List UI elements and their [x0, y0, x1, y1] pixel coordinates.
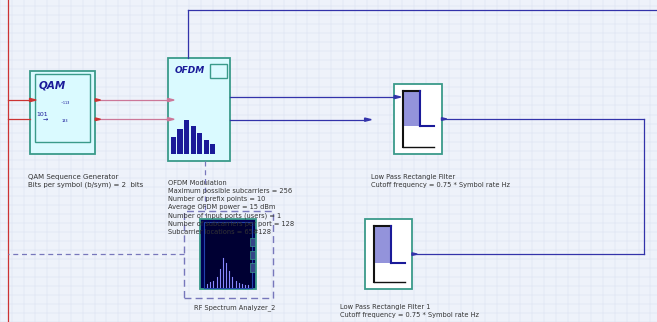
Bar	[250, 251, 255, 259]
Bar	[35, 74, 90, 142]
Bar	[177, 129, 183, 154]
Text: OFDM: OFDM	[174, 66, 204, 75]
Polygon shape	[168, 99, 174, 102]
Polygon shape	[168, 118, 174, 121]
Text: →: →	[43, 117, 48, 122]
Bar	[250, 263, 255, 272]
Polygon shape	[394, 95, 401, 99]
Bar	[200, 219, 256, 289]
Bar	[394, 84, 442, 154]
Bar	[210, 144, 215, 154]
Text: QAM Sequence Generator
Bits per symbol (b/sym) = 2  bits: QAM Sequence Generator Bits per symbol (…	[28, 174, 143, 188]
Bar	[204, 140, 209, 154]
Bar	[197, 133, 202, 154]
Bar	[210, 64, 227, 79]
Text: ¹³³: ¹³³	[61, 120, 68, 125]
Text: QAM: QAM	[39, 81, 66, 91]
Polygon shape	[412, 253, 417, 255]
Bar	[168, 58, 230, 161]
Text: Low Pass Rectangle Filter 1
Cutoff frequency = 0.75 * Symbol rate Hz: Low Pass Rectangle Filter 1 Cutoff frequ…	[340, 304, 480, 318]
Bar	[250, 238, 255, 246]
Bar	[171, 137, 176, 154]
Bar	[184, 120, 189, 154]
Text: OFDM Modulation
Maximum possible subcarriers = 256
Number of prefix points = 10
: OFDM Modulation Maximum possible subcarr…	[168, 180, 294, 235]
Bar	[191, 126, 196, 154]
Bar	[403, 91, 420, 126]
Polygon shape	[365, 118, 371, 121]
Bar	[204, 222, 252, 288]
Polygon shape	[95, 99, 101, 101]
Polygon shape	[95, 118, 101, 120]
Bar	[30, 71, 95, 154]
Text: 101: 101	[36, 112, 48, 117]
Bar	[365, 219, 412, 289]
Bar	[184, 211, 273, 298]
Bar	[374, 226, 392, 262]
Text: ⁻¹¹³: ⁻¹¹³	[61, 102, 70, 107]
Text: Low Pass Rectangle Filter
Cutoff frequency = 0.75 * Symbol rate Hz: Low Pass Rectangle Filter Cutoff frequen…	[371, 174, 510, 188]
Polygon shape	[442, 118, 447, 120]
Polygon shape	[30, 99, 36, 102]
Text: RF Spectrum Analyzer_2: RF Spectrum Analyzer_2	[194, 304, 275, 311]
